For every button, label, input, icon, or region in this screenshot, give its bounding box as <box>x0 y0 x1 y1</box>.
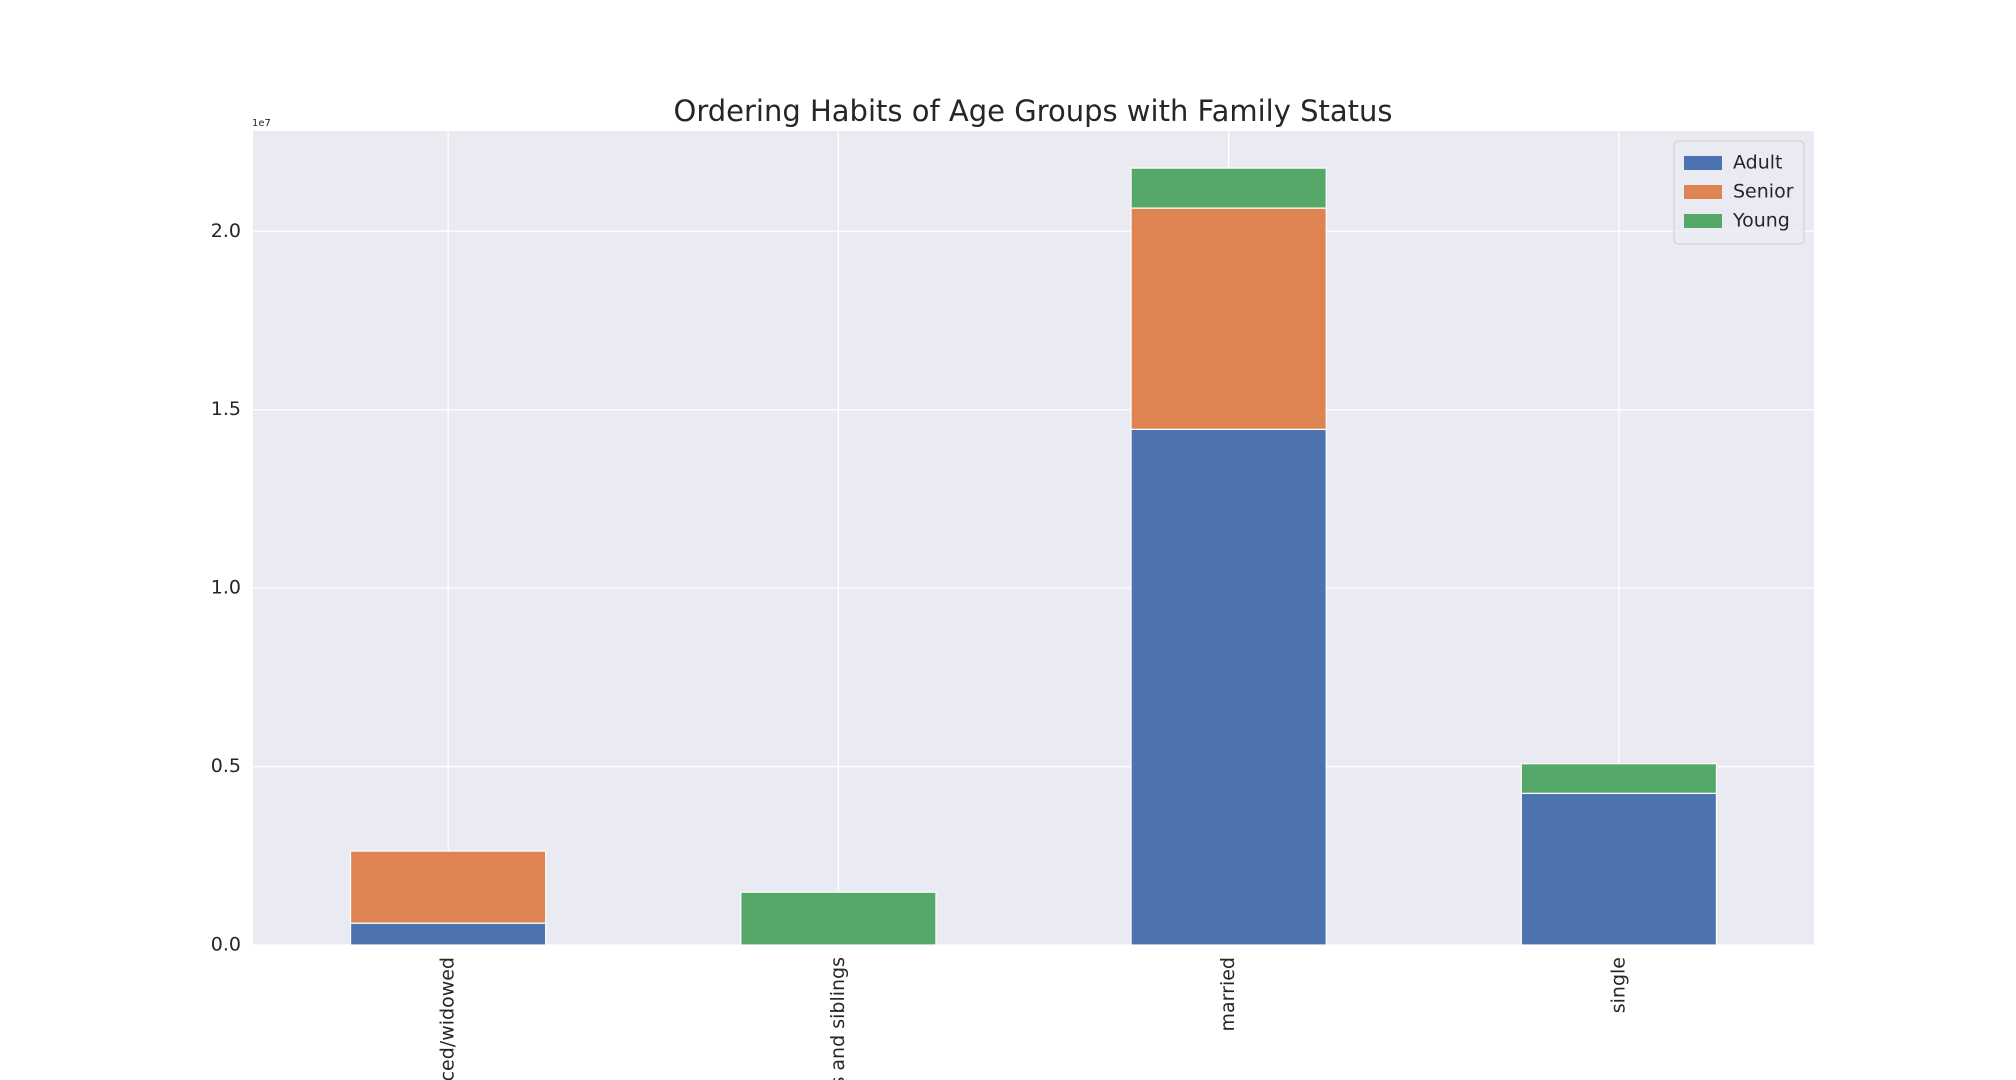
legend-swatch <box>1684 214 1722 228</box>
x-tick-label: living with parents and siblings <box>827 957 849 1080</box>
y-tick-label: 0.5 <box>211 755 241 777</box>
y-tick-label: 0.0 <box>211 934 241 956</box>
legend-swatch <box>1684 156 1722 170</box>
y-tick-label: 1.5 <box>211 398 241 420</box>
bar-segment <box>1520 763 1718 794</box>
x-tick-label: married <box>1217 957 1239 1031</box>
bar-segment <box>740 891 937 946</box>
legend-label: Senior <box>1733 181 1794 203</box>
x-tick-label: single <box>1607 957 1629 1013</box>
y-tick-label: 2.0 <box>211 220 241 242</box>
x-tick-label: divorced/widowed <box>437 957 459 1080</box>
legend-swatch <box>1684 185 1722 199</box>
legend-label: Young <box>1732 210 1790 232</box>
bar-segment <box>349 922 547 946</box>
legend: Adult Senior Young <box>1673 140 1805 245</box>
bar-segment <box>349 850 547 924</box>
chart-title: Ordering Habits of Age Groups with Famil… <box>674 94 1393 128</box>
y-tick-label: 1.0 <box>211 577 241 599</box>
bar-segment <box>1130 167 1327 209</box>
legend-label: Adult <box>1733 152 1783 174</box>
bar-segment <box>1130 428 1327 946</box>
bar-segment <box>1520 792 1718 946</box>
y-offset-label: 1e7 <box>252 118 271 129</box>
bar-segment <box>1130 207 1327 430</box>
